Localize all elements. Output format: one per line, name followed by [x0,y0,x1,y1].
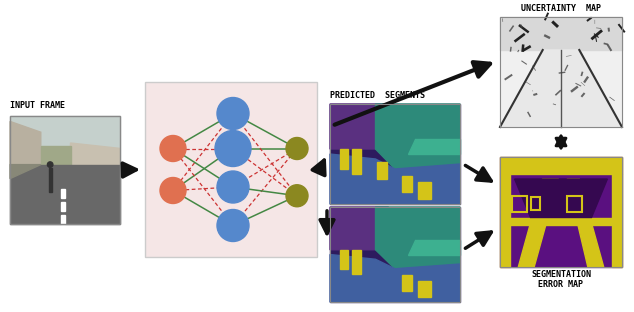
Circle shape [217,209,249,241]
Polygon shape [500,17,622,50]
Polygon shape [418,281,431,297]
Polygon shape [408,240,460,255]
Polygon shape [377,162,387,179]
Text: PREDICTED  SEGMENTS: PREDICTED SEGMENTS [330,91,425,100]
Bar [500,17,622,127]
Bar [330,104,460,204]
Polygon shape [500,157,622,173]
Bar [41,146,70,168]
Polygon shape [340,250,348,269]
Bar [567,196,582,212]
Polygon shape [500,173,510,267]
Polygon shape [10,121,41,165]
Polygon shape [408,139,460,154]
Polygon shape [612,173,622,267]
Text: INPUT FRAME: INPUT FRAME [10,101,65,110]
Circle shape [286,138,308,159]
Bar [330,104,460,204]
Polygon shape [510,217,612,225]
Polygon shape [330,255,460,302]
Polygon shape [418,182,431,199]
Polygon shape [330,207,389,250]
Text: UNCERTAINTY  MAP: UNCERTAINTY MAP [521,4,601,13]
Circle shape [217,171,249,203]
Circle shape [160,135,186,162]
Polygon shape [401,275,412,290]
Circle shape [160,178,186,203]
Polygon shape [515,179,607,217]
Bar [500,17,622,127]
Text: SEGMENTATION
ERROR MAP: SEGMENTATION ERROR MAP [531,270,591,290]
Bar [10,116,120,165]
Circle shape [48,162,53,167]
Polygon shape [10,165,41,179]
Polygon shape [352,149,361,174]
Polygon shape [330,104,389,149]
Polygon shape [61,202,65,211]
Bar [145,82,317,257]
Bar [330,207,460,302]
Circle shape [217,97,249,129]
Polygon shape [401,176,412,192]
Polygon shape [500,50,622,127]
Polygon shape [567,179,604,267]
Bar [512,196,527,212]
Bar [500,157,622,267]
Polygon shape [61,189,65,198]
Bar [330,207,460,302]
Polygon shape [70,143,120,165]
Circle shape [215,130,251,167]
Polygon shape [375,207,460,269]
Polygon shape [330,154,460,204]
Circle shape [286,185,308,207]
Polygon shape [340,149,348,169]
Bar [531,197,540,210]
Polygon shape [48,168,52,192]
Bar [10,165,120,224]
Polygon shape [61,215,65,224]
Polygon shape [352,250,361,274]
Text: GROUND TRUTH  SEGMENTS: GROUND TRUTH SEGMENTS [330,194,440,203]
Polygon shape [519,179,559,267]
Bar [10,116,120,224]
Polygon shape [375,104,460,169]
Bar [500,157,622,267]
